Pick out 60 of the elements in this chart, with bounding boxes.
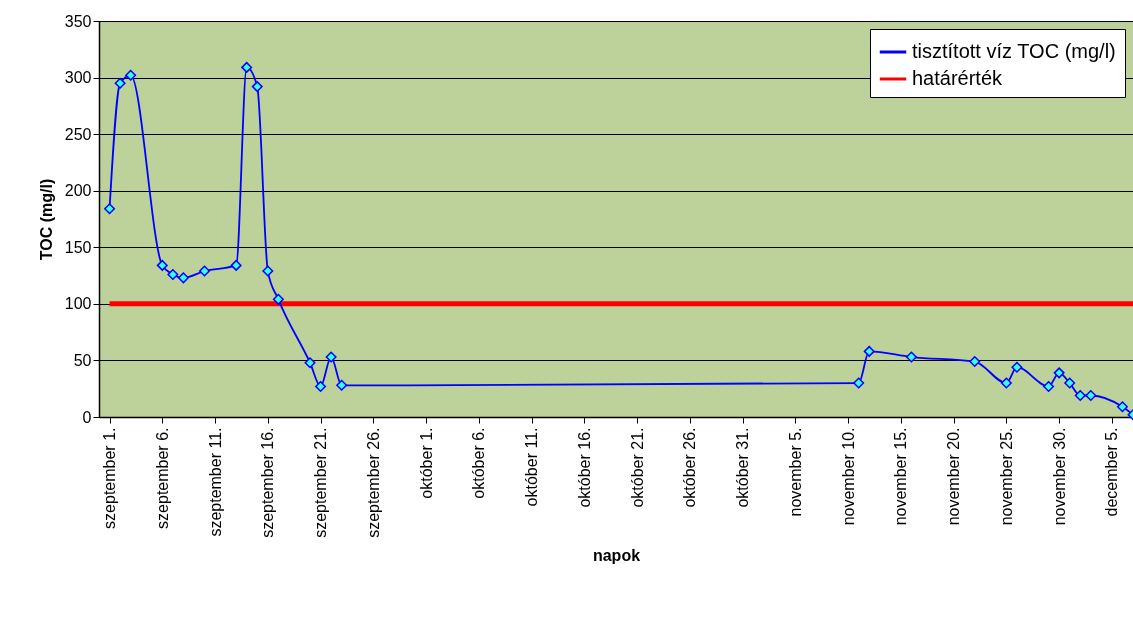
point <box>199 265 210 277</box>
x-axis-title: napok <box>592 546 641 564</box>
point <box>230 259 242 271</box>
point <box>104 203 116 215</box>
x-tick-label: szeptember 26. <box>364 427 382 538</box>
point <box>304 357 316 369</box>
x-tick-label: szeptember 6. <box>153 427 171 529</box>
x-tick-label: december 5. <box>1103 427 1121 517</box>
point <box>272 293 284 305</box>
y-axis-title: TOC (mg/l) <box>37 178 55 261</box>
point <box>156 259 168 271</box>
y-tick-label: 50 <box>73 351 92 369</box>
y-tick-label: 0 <box>82 408 92 426</box>
y-tick-label: 350 <box>64 12 92 30</box>
legend-label: tisztított víz TOC (mg/l) <box>912 40 1116 62</box>
point <box>905 351 917 363</box>
y-tick-label: 150 <box>64 238 92 256</box>
point <box>167 268 179 280</box>
x-tick-label: szeptember 21. <box>312 427 330 538</box>
point <box>125 69 137 81</box>
point <box>114 77 126 89</box>
y-tick-label: 300 <box>64 69 92 87</box>
y-tick-label: 100 <box>64 295 92 313</box>
y-tick-label: 250 <box>64 125 92 143</box>
x-tick-label: szeptember 16. <box>259 427 277 538</box>
x-tick-label: október 31. <box>734 427 752 508</box>
point <box>1043 380 1055 392</box>
x-tick-label: október 6. <box>470 427 488 499</box>
x-tick-label: október 21. <box>628 427 646 508</box>
point <box>241 61 253 73</box>
point <box>969 356 981 368</box>
x-tick-label: november 15. <box>892 427 910 526</box>
point <box>853 377 865 389</box>
point <box>863 345 875 357</box>
point <box>315 380 327 392</box>
point <box>1064 377 1076 389</box>
x-tick-label: november 30. <box>1050 427 1068 526</box>
x-tick-label: november 25. <box>997 427 1015 526</box>
point <box>177 272 189 284</box>
x-tick-label: november 20. <box>945 427 963 526</box>
point <box>1053 367 1065 379</box>
x-tick-label: október 1. <box>417 427 435 499</box>
point <box>336 379 348 391</box>
x-tick-label: november 10. <box>839 427 857 526</box>
point <box>1116 401 1128 413</box>
point <box>1074 390 1086 401</box>
x-tick-label: szeptember 11. <box>206 427 224 537</box>
point <box>1011 361 1023 373</box>
point <box>251 81 263 93</box>
x-tick-label: október 26. <box>681 427 699 508</box>
point <box>325 351 337 363</box>
point <box>1000 377 1012 389</box>
x-tick-label: október 16. <box>575 427 593 508</box>
x-tick-label: október 11. <box>523 427 541 507</box>
x-tick-label: november 5. <box>786 427 804 517</box>
point <box>262 265 274 277</box>
legend-label: határérték <box>912 67 1004 89</box>
point <box>1085 390 1097 401</box>
y-tick-label: 200 <box>64 182 92 200</box>
x-tick-label: szeptember 1. <box>101 427 119 529</box>
